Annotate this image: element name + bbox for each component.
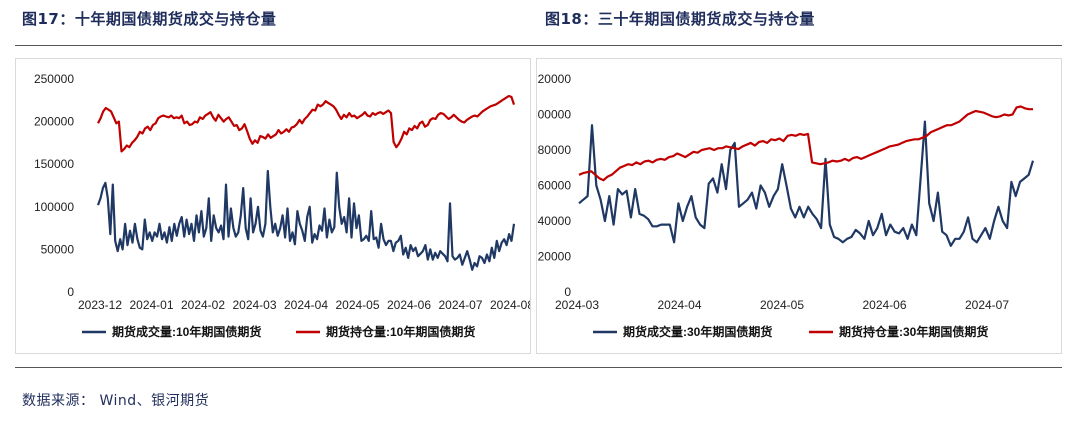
x-tick-label: 2024-05	[760, 298, 804, 312]
data-source-note: 数据来源： Wind、银河期货	[22, 393, 210, 409]
y-tick-label: 250000	[34, 72, 74, 86]
chart-panel-30y: 0 20000 40000 60000 80000 100000 120000 2024-03…	[531, 58, 1062, 354]
x-tick-label: 2024-07	[965, 298, 1009, 312]
volume-series-line	[96, 169, 516, 271]
y-tick-label: 60000	[538, 179, 572, 193]
y-tick-label: 200000	[34, 115, 74, 129]
x-tick-label: 2024-01	[129, 298, 173, 312]
y-tick-label: 40000	[538, 214, 572, 228]
y-tick-label: 20000	[538, 250, 572, 264]
chart-30y-volume-open-interest: 0 20000 40000 60000 80000 100000 120000 2024-03…	[531, 72, 1035, 339]
volume-series-line	[578, 120, 1035, 247]
top-divider	[15, 45, 1062, 46]
x-tick-label: 2024-02	[181, 298, 225, 312]
open-interest-series-line	[578, 105, 1033, 182]
legend-label: 期货持仓量:10年期国债期货	[326, 324, 475, 339]
y-tick-label: 100000	[537, 108, 571, 122]
x-tick-label: 2024-07	[438, 298, 482, 312]
x-tick-label: 2024-05	[335, 298, 379, 312]
open-interest-series-line	[97, 94, 516, 153]
chart-10y-volume-open-interest: 0 50000 100000 150000 200000 250000 2023-12 202…	[34, 72, 534, 339]
y-tick-label: 50000	[41, 242, 75, 256]
x-tick-label: 2024-03	[555, 298, 599, 312]
x-tick-label: 2024-04	[657, 298, 701, 312]
figure-18-title: 图18：三十年期国债期货成交与持仓量	[545, 10, 815, 28]
legend-label: 期货持仓量:30年期国债期货	[839, 324, 988, 339]
y-tick-label: 120000	[537, 72, 571, 86]
x-tick-label: 2024-08	[490, 298, 530, 312]
figure-17-title: 图17：十年期国债期货成交与持仓量	[22, 10, 277, 28]
legend-label: 期货成交量:10年期国债期货	[112, 324, 261, 339]
legend-label: 期货成交量:30年期国债期货	[623, 324, 772, 339]
y-tick-label: 100000	[34, 200, 74, 214]
x-tick-label: 2023-12	[78, 298, 122, 312]
y-tick-label: 80000	[538, 143, 572, 157]
y-tick-label: 150000	[34, 157, 74, 171]
bottom-divider	[15, 367, 1062, 368]
y-tick-label: 0	[564, 285, 571, 299]
x-tick-label: 2024-06	[387, 298, 431, 312]
x-tick-label: 2024-04	[284, 298, 328, 312]
x-tick-label: 2024-03	[232, 298, 276, 312]
chart-panel-10y: 0 50000 100000 150000 200000 250000 2023-12 202…	[15, 58, 534, 354]
x-tick-label: 2024-06	[862, 298, 906, 312]
y-tick-label: 0	[67, 285, 74, 299]
